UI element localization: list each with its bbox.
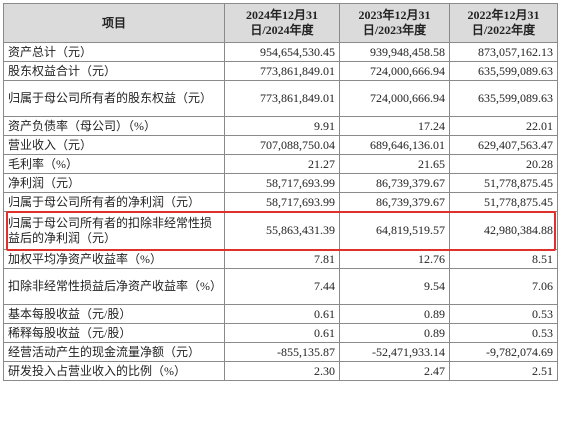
value-2024: 58,717,693.99 xyxy=(224,173,340,193)
value-2024: 954,654,530.45 xyxy=(224,42,340,62)
value-2024: 707,088,750.04 xyxy=(224,135,340,155)
table-row-highlighted: 归属于母公司所有者的扣除非经常性损益后的净利润（元） 55,863,431.39… xyxy=(3,211,558,250)
value-2024: 9.91 xyxy=(224,116,340,136)
row-label: 加权平均净资产收益率（%） xyxy=(3,249,225,269)
value-2023: 64,819,519.57 xyxy=(339,211,450,250)
row-label: 股东权益合计（元） xyxy=(3,61,225,81)
value-2024: 21.27 xyxy=(224,154,340,174)
row-label: 稀释每股收益（元/股） xyxy=(3,323,225,343)
table-header-row: 项目 2024年12月31日/2024年度 2023年12月31日/2023年度… xyxy=(3,3,558,43)
row-label: 归属于母公司所有者的扣除非经常性损益后的净利润（元） xyxy=(3,211,225,250)
table-row: 归属于母公司所有者的净利润（元） 58,717,693.99 86,739,37… xyxy=(3,192,558,212)
value-2022: 635,599,089.63 xyxy=(449,80,558,117)
table-row: 营业收入（元） 707,088,750.04 689,646,136.01 62… xyxy=(3,135,558,155)
value-2024: 7.81 xyxy=(224,249,340,269)
value-2023: 689,646,136.01 xyxy=(339,135,450,155)
table-row: 扣除非经常性损益后净资产收益率（%） 7.44 9.54 7.06 xyxy=(3,268,558,305)
header-period-2022: 2022年12月31日/2022年度 xyxy=(449,3,558,43)
value-2022: 873,057,162.13 xyxy=(449,42,558,62)
value-2023: 939,948,458.58 xyxy=(339,42,450,62)
financial-table-container: 项目 2024年12月31日/2024年度 2023年12月31日/2023年度… xyxy=(3,3,558,381)
value-2022: -9,782,074.69 xyxy=(449,342,558,362)
table-row: 稀释每股收益（元/股） 0.61 0.89 0.53 xyxy=(3,323,558,343)
value-2023: 0.89 xyxy=(339,323,450,343)
row-label: 资产总计（元） xyxy=(3,42,225,62)
row-label: 基本每股收益（元/股） xyxy=(3,304,225,324)
value-2024: 773,861,849.01 xyxy=(224,61,340,81)
row-label: 营业收入（元） xyxy=(3,135,225,155)
value-2023: -52,471,933.14 xyxy=(339,342,450,362)
value-2023: 86,739,379.67 xyxy=(339,192,450,212)
row-label: 经营活动产生的现金流量净额（元） xyxy=(3,342,225,362)
value-2022: 22.01 xyxy=(449,116,558,136)
header-period-2023: 2023年12月31日/2023年度 xyxy=(339,3,450,43)
value-2022: 629,407,563.47 xyxy=(449,135,558,155)
value-2022: 42,980,384.88 xyxy=(449,211,558,250)
value-2023: 724,000,666.94 xyxy=(339,80,450,117)
value-2022: 51,778,875.45 xyxy=(449,173,558,193)
header-item: 项目 xyxy=(3,3,225,43)
value-2022: 20.28 xyxy=(449,154,558,174)
value-2022: 51,778,875.45 xyxy=(449,192,558,212)
value-2023: 86,739,379.67 xyxy=(339,173,450,193)
row-label: 扣除非经常性损益后净资产收益率（%） xyxy=(3,268,225,305)
value-2024: 0.61 xyxy=(224,323,340,343)
row-label: 毛利率（%） xyxy=(3,154,225,174)
value-2024: 7.44 xyxy=(224,268,340,305)
value-2022: 7.06 xyxy=(449,268,558,305)
table-row: 研发投入占营业收入的比例（%） 2.30 2.47 2.51 xyxy=(3,361,558,381)
value-2022: 0.53 xyxy=(449,323,558,343)
value-2023: 0.89 xyxy=(339,304,450,324)
value-2023: 724,000,666.94 xyxy=(339,61,450,81)
value-2023: 21.65 xyxy=(339,154,450,174)
value-2022: 2.51 xyxy=(449,361,558,381)
value-2022: 8.51 xyxy=(449,249,558,269)
financial-summary-table: 项目 2024年12月31日/2024年度 2023年12月31日/2023年度… xyxy=(3,3,558,381)
table-row: 股东权益合计（元） 773,861,849.01 724,000,666.94 … xyxy=(3,61,558,81)
value-2022: 0.53 xyxy=(449,304,558,324)
value-2024: 55,863,431.39 xyxy=(224,211,340,250)
row-label: 资产负债率（母公司）（%） xyxy=(3,116,225,136)
value-2024: 2.30 xyxy=(224,361,340,381)
table-row: 资产总计（元） 954,654,530.45 939,948,458.58 87… xyxy=(3,42,558,62)
table-row: 基本每股收益（元/股） 0.61 0.89 0.53 xyxy=(3,304,558,324)
value-2023: 9.54 xyxy=(339,268,450,305)
value-2024: 773,861,849.01 xyxy=(224,80,340,117)
value-2023: 2.47 xyxy=(339,361,450,381)
value-2023: 17.24 xyxy=(339,116,450,136)
value-2023: 12.76 xyxy=(339,249,450,269)
table-row: 资产负债率（母公司）（%） 9.91 17.24 22.01 xyxy=(3,116,558,136)
value-2024: 0.61 xyxy=(224,304,340,324)
row-label: 归属于母公司所有者的股东权益（元） xyxy=(3,80,225,117)
table-row: 加权平均净资产收益率（%） 7.81 12.76 8.51 xyxy=(3,249,558,269)
value-2024: -855,135.87 xyxy=(224,342,340,362)
value-2022: 635,599,089.63 xyxy=(449,61,558,81)
table-row: 净利润（元） 58,717,693.99 86,739,379.67 51,77… xyxy=(3,173,558,193)
value-2024: 58,717,693.99 xyxy=(224,192,340,212)
header-period-2024: 2024年12月31日/2024年度 xyxy=(224,3,340,43)
table-row: 经营活动产生的现金流量净额（元） -855,135.87 -52,471,933… xyxy=(3,342,558,362)
row-label: 归属于母公司所有者的净利润（元） xyxy=(3,192,225,212)
table-row: 归属于母公司所有者的股东权益（元） 773,861,849.01 724,000… xyxy=(3,80,558,117)
table-row: 毛利率（%） 21.27 21.65 20.28 xyxy=(3,154,558,174)
row-label: 研发投入占营业收入的比例（%） xyxy=(3,361,225,381)
row-label: 净利润（元） xyxy=(3,173,225,193)
